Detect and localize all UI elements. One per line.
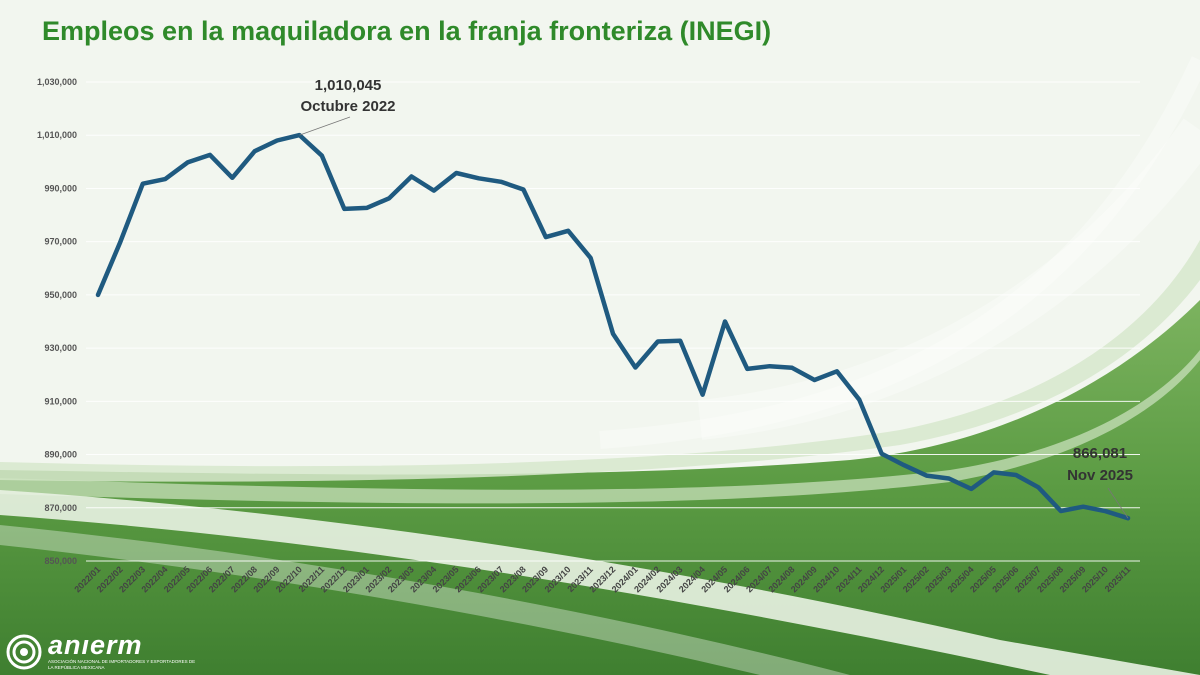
annotations: 1,010,045 Octubre 2022 866,081 Nov 2025 <box>299 77 1133 519</box>
x-axis: 2022/012022/022022/032022/042022/052022/… <box>72 564 1132 594</box>
data-point <box>724 321 726 322</box>
data-point <box>231 177 233 179</box>
logo: anıerm ASOCIACIÓN NACIONAL DE IMPORTADOR… <box>6 630 206 674</box>
y-tick-label: 870,000 <box>44 503 77 513</box>
data-point <box>634 367 636 369</box>
data-point <box>522 189 524 191</box>
data-point <box>254 150 256 152</box>
data-point <box>993 471 995 473</box>
logo-subtitle: ASOCIACIÓN NACIONAL DE IMPORTADORES Y EX… <box>48 659 196 670</box>
annotation-label: Nov 2025 <box>1067 467 1133 484</box>
y-tick-label: 970,000 <box>44 237 77 247</box>
page-title: Empleos en la maquiladora en la franja f… <box>42 16 772 46</box>
data-point <box>858 399 860 401</box>
data-point <box>545 236 547 238</box>
data-point <box>164 178 166 180</box>
logo-mark <box>6 634 42 670</box>
annotation-value: 1,010,045 <box>315 77 382 94</box>
y-tick-label: 1,010,000 <box>37 130 77 140</box>
data-point <box>679 340 681 342</box>
data-point <box>903 464 905 466</box>
data-point <box>455 172 457 174</box>
data-point <box>1105 510 1107 512</box>
annotation-leader <box>1107 487 1129 519</box>
data-point <box>590 257 592 259</box>
logo-name: anıerm <box>48 630 143 660</box>
y-tick-label: 930,000 <box>44 343 77 353</box>
data-point <box>970 488 972 490</box>
data-point <box>276 140 278 142</box>
annotation-label: Octubre 2022 <box>300 98 395 115</box>
data-point <box>612 333 614 335</box>
data-point <box>657 340 659 342</box>
annotation-value: 866,081 <box>1073 445 1127 462</box>
data-point <box>925 475 927 477</box>
data-point <box>119 241 121 243</box>
data-point <box>948 478 950 480</box>
data-point <box>567 230 569 232</box>
grid <box>86 81 1140 562</box>
data-point <box>814 379 816 381</box>
y-tick-label: 890,000 <box>44 450 77 460</box>
data-point <box>746 368 748 370</box>
data-point <box>142 183 144 185</box>
y-tick-label: 850,000 <box>44 556 77 566</box>
data-point <box>97 294 99 296</box>
data-point <box>881 453 883 455</box>
data-point <box>500 181 502 183</box>
y-axis: 850,000 870,000 890,000 910,000 930,000 950,0… <box>37 77 77 566</box>
data-point <box>1015 474 1017 476</box>
data-point <box>321 155 323 157</box>
data-point <box>478 177 480 179</box>
y-tick-label: 950,000 <box>44 290 77 300</box>
data-point <box>187 161 189 163</box>
data-point <box>366 207 368 209</box>
y-tick-label: 910,000 <box>44 396 77 406</box>
data-point <box>410 175 412 177</box>
annotation-leader <box>299 116 351 136</box>
data-point <box>702 394 704 396</box>
series-line <box>95 132 1131 521</box>
y-tick-label: 1,030,000 <box>37 77 77 87</box>
series <box>95 132 1131 521</box>
data-point <box>388 197 390 199</box>
data-point <box>1060 510 1062 512</box>
data-point <box>769 365 771 367</box>
data-point <box>433 190 435 192</box>
data-point <box>343 208 345 210</box>
data-point <box>1082 506 1084 508</box>
data-point <box>791 367 793 369</box>
data-point <box>209 154 211 156</box>
y-tick-label: 990,000 <box>44 183 77 193</box>
data-point <box>836 370 838 372</box>
data-point <box>1037 486 1039 488</box>
